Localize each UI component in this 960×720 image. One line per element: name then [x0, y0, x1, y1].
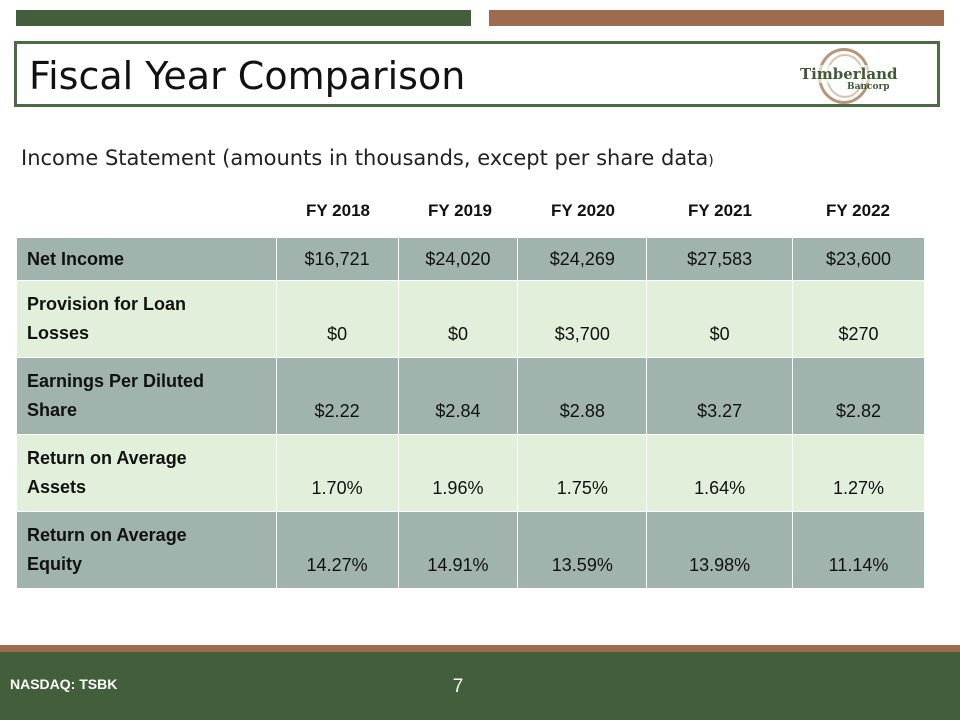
table-cell: $2.82: [792, 357, 925, 435]
footer-bar: [0, 652, 960, 720]
table-cell: 11.14%: [792, 511, 925, 589]
table-row: Provision for Loan Losses $0 $0 $3,700 $0…: [16, 280, 925, 358]
row-label-line1: Provision for Loan: [27, 294, 187, 314]
row-label-line2: Share: [27, 400, 78, 420]
stock-ticker: NASDAQ: TSBK: [10, 676, 118, 692]
timberland-logo: Timberland Bancorp: [796, 46, 912, 108]
table-cell: $0: [646, 280, 794, 358]
table-cell: 13.98%: [646, 511, 794, 589]
top-accent-bar-brown: [489, 10, 944, 26]
income-statement-table: Net Income $16,721 $24,020 $24,269 $27,5…: [16, 237, 925, 589]
table-row: Return on Average Equity 14.27% 14.91% 13…: [16, 511, 925, 589]
table-row: Earnings Per Diluted Share $2.22 $2.84 $2…: [16, 357, 925, 435]
title-box: Fiscal Year Comparison: [14, 41, 940, 107]
table-cell: $3,700: [517, 280, 648, 358]
subtitle-close-paren: ): [708, 153, 714, 169]
column-header-fy2019: FY 2019: [428, 201, 492, 220]
row-label: Earnings Per Diluted Share: [16, 357, 277, 435]
table-cell: 1.64%: [646, 434, 794, 512]
row-label-line2: Assets: [27, 477, 87, 497]
table-cell: $24,269: [517, 237, 648, 281]
table-cell: 13.59%: [517, 511, 648, 589]
footer-accent-line: [0, 645, 960, 652]
page-number: 7: [452, 676, 464, 697]
table-cell: 14.27%: [275, 511, 399, 589]
table-cell: $27,583: [646, 237, 794, 281]
row-label-text: Net Income: [27, 248, 125, 269]
top-accent-bar-green: [16, 10, 471, 26]
row-label-line2: Losses: [27, 323, 90, 343]
table-cell: $0: [397, 280, 519, 358]
subtitle-text: Income Statement (amounts in thousands, …: [21, 146, 709, 170]
table-row: Net Income $16,721 $24,020 $24,269 $27,5…: [16, 237, 925, 281]
table-cell: $270: [792, 280, 925, 358]
table-cell: 1.75%: [517, 434, 648, 512]
column-header-fy2021: FY 2021: [688, 201, 752, 220]
table-cell: $2.84: [397, 357, 519, 435]
page-title: Fiscal Year Comparison: [29, 54, 466, 98]
row-label: Return on Average Assets: [16, 434, 277, 512]
table-subtitle: Income Statement (amounts in thousands, …: [21, 146, 714, 170]
column-header-fy2020: FY 2020: [551, 201, 615, 220]
row-label-line1: Return on Average: [27, 448, 187, 468]
logo-name: Timberland: [800, 65, 898, 83]
column-header-fy2018: FY 2018: [306, 201, 370, 220]
row-label: Net Income: [16, 237, 277, 281]
table-cell: $24,020: [397, 237, 519, 281]
table-cell: 1.27%: [792, 434, 925, 512]
table-row: Return on Average Assets 1.70% 1.96% 1.75…: [16, 434, 925, 512]
logo-sub: Bancorp: [847, 82, 890, 92]
row-label-line2: Equity: [27, 554, 83, 574]
table-cell: $3.27: [646, 357, 794, 435]
table-cell: $16,721: [275, 237, 399, 281]
row-label: Return on Average Equity: [16, 511, 277, 589]
table-cell: $0: [275, 280, 399, 358]
row-label: Provision for Loan Losses: [16, 280, 277, 358]
table-cell: 14.91%: [397, 511, 519, 589]
row-label-line1: Earnings Per Diluted: [27, 371, 205, 391]
table-cell: $23,600: [792, 237, 925, 281]
column-header-fy2022: FY 2022: [826, 201, 890, 220]
table-cell: 1.96%: [397, 434, 519, 512]
table-cell: 1.70%: [275, 434, 399, 512]
table-cell: $2.88: [517, 357, 648, 435]
table-cell: $2.22: [275, 357, 399, 435]
row-label-line1: Return on Average: [27, 525, 187, 545]
